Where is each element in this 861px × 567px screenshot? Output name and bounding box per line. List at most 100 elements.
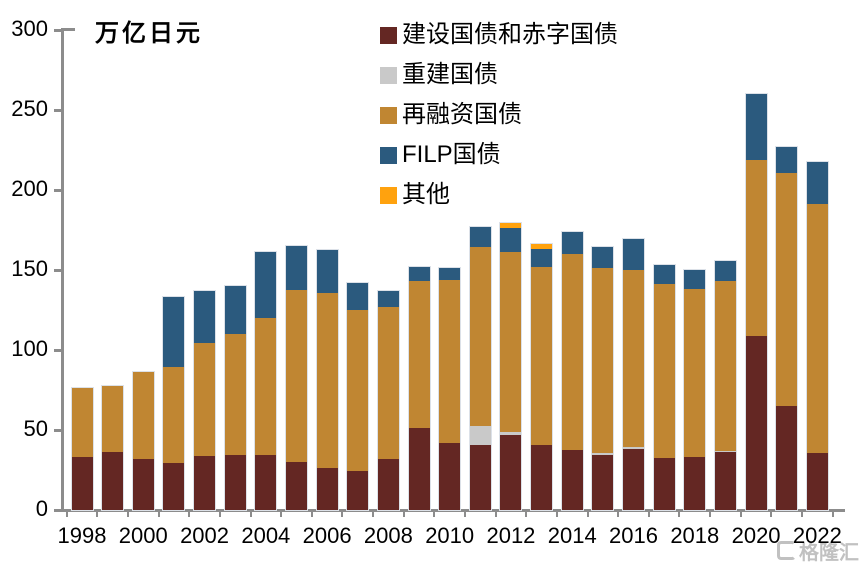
legend-swatch-icon — [380, 26, 397, 44]
bar-segment — [653, 457, 675, 510]
bar-segment — [776, 405, 798, 510]
bar-1999 — [102, 386, 124, 510]
bar-segment — [469, 226, 491, 247]
watermark-logo-icon — [777, 541, 796, 560]
bar-segment — [653, 265, 675, 284]
legend-label: 重建国债 — [402, 61, 498, 88]
bar-segment — [469, 246, 491, 426]
bar-segment — [132, 458, 154, 510]
x-tick — [801, 512, 804, 517]
bar-segment — [684, 270, 706, 290]
bar-segment — [623, 270, 645, 447]
bar-2013 — [531, 244, 553, 510]
x-tick-label: 2008 — [363, 523, 413, 548]
x-tick-label: 2004 — [241, 523, 291, 548]
bar-2008 — [377, 290, 399, 510]
bar-segment — [439, 279, 461, 443]
legend-swatch-icon — [380, 146, 397, 164]
bar-segment — [377, 306, 399, 459]
x-tick-label: 2018 — [670, 523, 720, 548]
bar-segment — [316, 467, 338, 510]
bar-segment — [714, 281, 736, 451]
bar-segment — [347, 282, 369, 310]
y-tick-label: 200 — [11, 176, 48, 201]
bar-2018 — [684, 270, 706, 510]
bar-segment — [194, 290, 216, 343]
bar-2016 — [623, 238, 645, 510]
bar-segment — [500, 251, 522, 432]
bar-2000 — [132, 371, 154, 510]
x-tick — [310, 512, 313, 517]
y-tick — [54, 349, 62, 352]
bar-segment — [776, 173, 798, 406]
y-tick — [54, 269, 62, 272]
bar-segment — [500, 431, 522, 435]
bar-segment — [592, 453, 614, 455]
bar-2002 — [194, 290, 216, 510]
x-tick — [402, 512, 405, 517]
bar-2020 — [745, 94, 767, 510]
bar-2009 — [408, 266, 430, 510]
x-tick — [494, 512, 497, 517]
legend-label: 再融资国债 — [402, 101, 522, 128]
bar-segment — [316, 250, 338, 294]
bar-segment — [163, 366, 185, 463]
x-tick — [555, 512, 558, 517]
bar-segment — [745, 94, 767, 160]
bar-segment — [255, 454, 277, 510]
x-tick — [126, 512, 129, 517]
bar-segment — [531, 244, 553, 250]
x-tick — [770, 512, 773, 517]
y-tick — [54, 509, 62, 512]
bar-segment — [531, 445, 553, 510]
bar-2014 — [561, 232, 583, 510]
bar-segment — [776, 146, 798, 174]
bar-segment — [623, 449, 645, 510]
legend-swatch-icon — [380, 106, 397, 124]
legend-item: FILP国债 — [380, 135, 618, 175]
bar-segment — [255, 318, 277, 455]
bar-segment — [684, 289, 706, 458]
bar-segment — [714, 261, 736, 282]
watermark: 格隆汇 — [777, 536, 859, 565]
x-tick-label: 2000 — [118, 523, 168, 548]
legend-item: 重建国债 — [380, 55, 618, 95]
x-tick — [525, 512, 528, 517]
bar-segment — [745, 159, 767, 336]
bar-segment — [408, 427, 430, 510]
bar-segment — [714, 452, 736, 510]
bar-2003 — [224, 286, 246, 510]
x-tick-label: 2020 — [731, 523, 781, 548]
x-tick-label: 2014 — [547, 523, 597, 548]
bar-segment — [255, 251, 277, 318]
x-tick-label: 2002 — [180, 523, 230, 548]
bar-segment — [408, 281, 430, 428]
bar-segment — [500, 434, 522, 510]
bar-segment — [285, 246, 307, 290]
bar-2017 — [653, 265, 675, 510]
bar-segment — [469, 426, 491, 446]
x-tick — [341, 512, 344, 517]
bar-2007 — [347, 282, 369, 510]
bar-segment — [163, 297, 185, 367]
x-tick — [647, 512, 650, 517]
bar-segment — [71, 388, 93, 458]
bar-2011 — [469, 226, 491, 510]
bar-segment — [285, 462, 307, 510]
bar-segment — [439, 442, 461, 510]
unit-label: 万亿日元 — [95, 20, 203, 47]
bar-segment — [561, 232, 583, 254]
bar-segment — [684, 457, 706, 510]
bar-segment — [531, 249, 553, 267]
x-tick — [433, 512, 436, 517]
bar-1998 — [71, 388, 93, 510]
x-tick — [96, 512, 99, 517]
x-tick-label: 2006 — [302, 523, 352, 548]
y-tick — [54, 429, 62, 432]
x-axis-line — [58, 509, 845, 512]
bar-segment — [163, 462, 185, 510]
bar-segment — [224, 454, 246, 510]
x-tick — [65, 512, 68, 517]
watermark-text: 格隆汇 — [799, 542, 859, 564]
